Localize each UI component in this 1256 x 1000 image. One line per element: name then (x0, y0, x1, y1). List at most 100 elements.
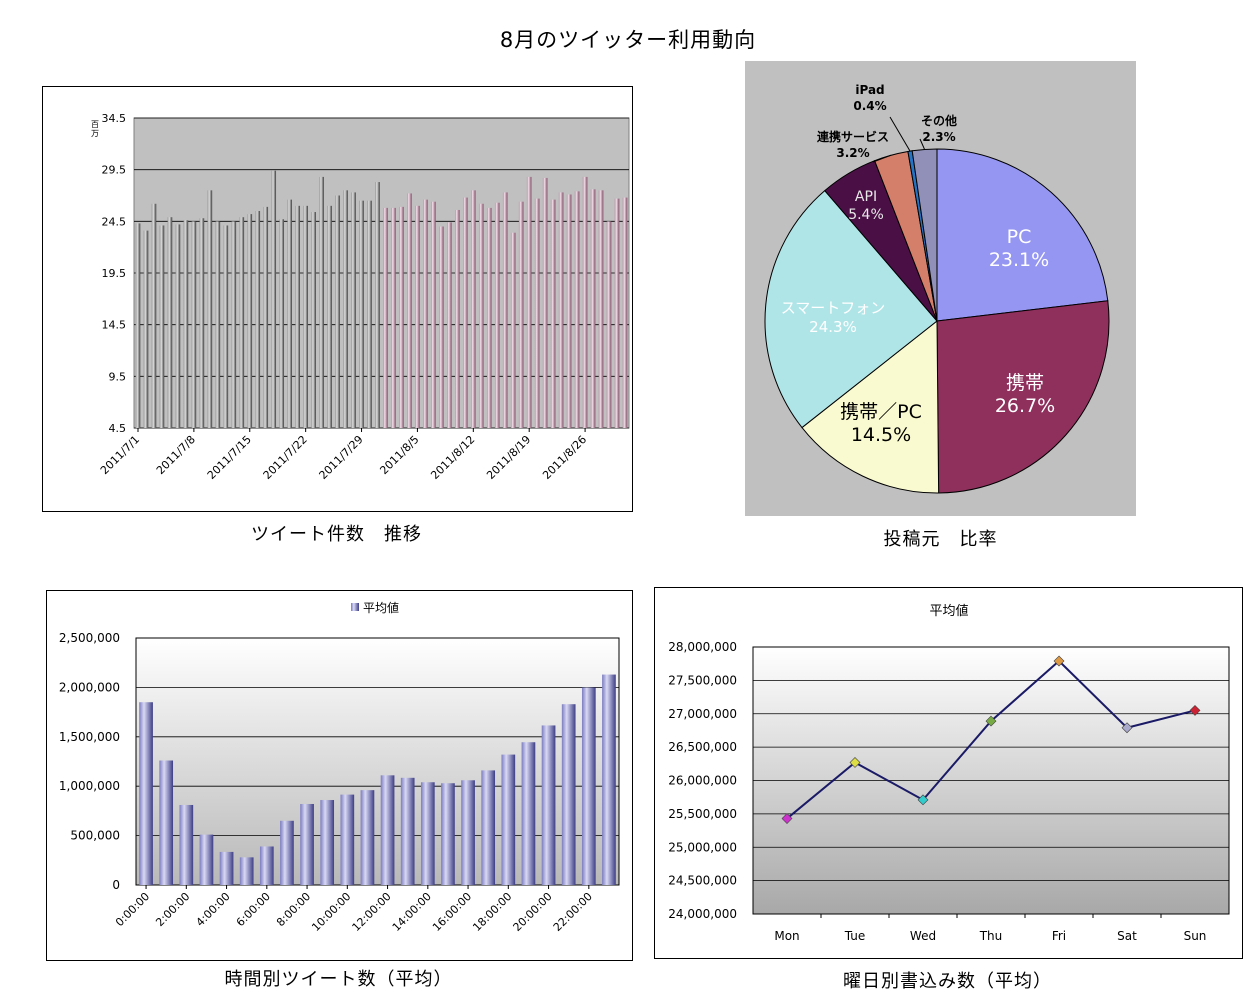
hourly-bar (400, 777, 415, 885)
daily-bar (295, 205, 300, 428)
hourly-bar (239, 857, 254, 885)
hourly-bar (340, 794, 355, 885)
daily-bar (303, 205, 308, 428)
daily-bar (223, 225, 229, 428)
x-tick-label: 2011/8/5 (377, 433, 421, 477)
daily-bar (439, 226, 444, 428)
daily-bar (175, 224, 181, 428)
hourly-bar (521, 742, 536, 885)
hourly-bar (280, 820, 294, 885)
pie-percent: 14.5% (851, 424, 911, 446)
hourly-bar (561, 704, 576, 885)
daily-bar (558, 192, 564, 428)
pie-slice (801, 319, 940, 494)
daily-bar (151, 203, 157, 428)
x-tick-label: 4:00:00 (194, 890, 233, 929)
x-tick-label: 16:00:00 (430, 890, 474, 934)
daily-bar (271, 170, 277, 428)
daily-bar (191, 221, 197, 428)
plot-area (135, 637, 620, 886)
hourly-bar (420, 782, 435, 885)
daily-bar (622, 197, 628, 428)
x-tick-label: Tue (844, 929, 866, 943)
daily-bar (215, 221, 221, 428)
daily-bar (455, 209, 460, 428)
daily-bar (231, 221, 237, 428)
daily-bar (247, 214, 253, 428)
y-tick-label: 2,500,000 (59, 631, 120, 645)
data-point (781, 813, 793, 824)
unit-char: 百 (91, 120, 99, 129)
y-tick-label: 1,000,000 (59, 779, 120, 793)
pie-label: iPad (855, 83, 884, 97)
hourly-bar (581, 687, 596, 885)
y-tick-label: 1,500,000 (59, 730, 120, 744)
legend-swatch (351, 603, 359, 611)
y-tick-label: 14.5 (102, 319, 127, 332)
y-tick-label: 28,000,000 (668, 640, 737, 654)
daily-bar (614, 198, 620, 428)
x-tick-label: 22:00:00 (551, 890, 595, 934)
y-tick-label: 24,000,000 (668, 907, 737, 921)
x-tick-label: Fri (1052, 929, 1066, 943)
hourly-bar (199, 834, 214, 885)
daily-bar (566, 194, 572, 428)
x-tick-label: 2011/7/29 (317, 433, 366, 482)
daily-bar (574, 191, 580, 428)
x-tick-label: 2011/8/26 (540, 433, 589, 482)
daily-bar (335, 195, 340, 428)
daily-bar (351, 192, 356, 428)
x-tick-label: 12:00:00 (350, 890, 394, 934)
daily-chart-panel: 4.5 9.5 14.5 19.5 24.5 29.5 34.5 百万 2011/7/1 2011… (42, 86, 633, 512)
pie-label: 携帯 (1006, 372, 1044, 394)
daily-bar (343, 190, 348, 428)
hourly-bar (441, 783, 455, 885)
daily-bar (582, 176, 588, 428)
daily-bar (447, 222, 452, 428)
hourly-bar (461, 780, 475, 885)
hourly-bar (501, 754, 516, 885)
x-tick-label: 2011/7/15 (205, 433, 254, 482)
daily-bar (319, 176, 324, 428)
y-tick-label: 26,000,000 (668, 774, 737, 788)
unit-char: 万 (91, 129, 99, 138)
x-tick-label: 14:00:00 (390, 890, 434, 934)
y-tick-label: 2,000,000 (59, 680, 120, 694)
pie-percent: 5.4% (848, 207, 884, 223)
data-point (1053, 655, 1065, 667)
daily-bar (463, 197, 468, 428)
y-tick-label: 24,500,000 (668, 874, 737, 888)
pie-percent: 24.3% (809, 318, 857, 336)
leader-line (919, 138, 926, 150)
hourly-bar (179, 804, 194, 885)
y-tick-label: 4.5 (109, 422, 127, 435)
x-tick-label: 2011/8/19 (484, 433, 533, 482)
daily-bar (518, 201, 524, 428)
hourly-bar (259, 846, 274, 885)
hourly-bar (360, 790, 375, 885)
x-tick-label: Mon (774, 929, 799, 943)
y-tick-label: 34.5 (102, 112, 127, 125)
data-point (1189, 704, 1201, 716)
pie-percent: 26.7% (995, 395, 1055, 417)
y-tick-label: 26,500,000 (668, 740, 737, 754)
y-tick-label: 24.5 (102, 215, 127, 228)
daily-bar (383, 207, 388, 428)
daily-bar (510, 232, 516, 428)
daily-bar (494, 202, 500, 428)
weekday-chart: 24,000,000 24,500,000 25,000,000 25,500,000… (668, 603, 1230, 943)
y-tick-label: 25,500,000 (668, 807, 737, 821)
x-tick-label: Wed (910, 929, 936, 943)
daily-bar (478, 203, 484, 428)
chart-title: 平均値 (929, 603, 968, 619)
daily-chart: 4.5 9.5 14.5 19.5 24.5 29.5 34.5百万 2011/7/1 2011… (91, 112, 630, 482)
leader-line (889, 116, 911, 152)
daily-bar (423, 199, 428, 428)
daily-bar (327, 205, 332, 428)
y-tick-label: 27,500,000 (668, 673, 737, 687)
hourly-bar (300, 803, 314, 885)
legend-label: 平均値 (363, 600, 399, 615)
daily-bar (143, 230, 149, 428)
hourly-chart-caption: 時間別ツイート数（平均） (224, 969, 453, 990)
hourly-bar (481, 770, 496, 885)
